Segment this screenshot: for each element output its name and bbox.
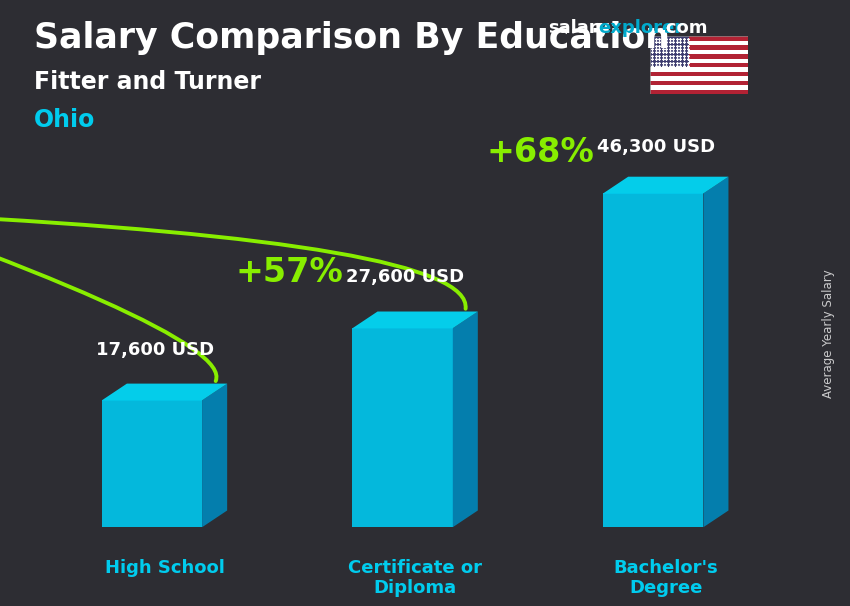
Polygon shape (453, 311, 478, 527)
Bar (650, 90, 748, 94)
Text: Average Yearly Salary: Average Yearly Salary (822, 269, 836, 398)
Polygon shape (102, 401, 202, 527)
Text: 17,600 USD: 17,600 USD (96, 341, 214, 359)
Text: Bachelor's
Degree: Bachelor's Degree (614, 559, 718, 598)
Bar (650, 36, 748, 41)
Text: 46,300 USD: 46,300 USD (597, 138, 715, 156)
Text: salary: salary (548, 19, 609, 38)
Bar (650, 59, 748, 63)
Bar (650, 85, 748, 90)
Bar (650, 45, 748, 50)
Polygon shape (704, 177, 728, 527)
Bar (650, 81, 748, 85)
Polygon shape (604, 193, 704, 527)
Polygon shape (353, 328, 453, 527)
Bar (650, 76, 748, 81)
Polygon shape (102, 384, 227, 401)
Polygon shape (202, 384, 227, 527)
Text: Ohio: Ohio (34, 108, 95, 132)
Bar (650, 41, 748, 45)
Polygon shape (604, 177, 728, 193)
Text: .com: .com (659, 19, 707, 38)
Text: Salary Comparison By Education: Salary Comparison By Education (34, 21, 670, 55)
Text: Certificate or
Diploma: Certificate or Diploma (348, 559, 482, 598)
Bar (650, 36, 689, 67)
Text: +57%: +57% (236, 256, 343, 289)
Text: +68%: +68% (486, 136, 594, 168)
Text: explorer: explorer (598, 19, 683, 38)
Bar (650, 63, 748, 67)
Bar (650, 54, 748, 59)
Bar (650, 72, 748, 76)
Text: 27,600 USD: 27,600 USD (347, 268, 465, 287)
Text: Fitter and Turner: Fitter and Turner (34, 70, 261, 94)
Text: High School: High School (105, 559, 224, 576)
Bar (650, 50, 748, 54)
Bar (650, 67, 748, 72)
Polygon shape (353, 311, 478, 328)
